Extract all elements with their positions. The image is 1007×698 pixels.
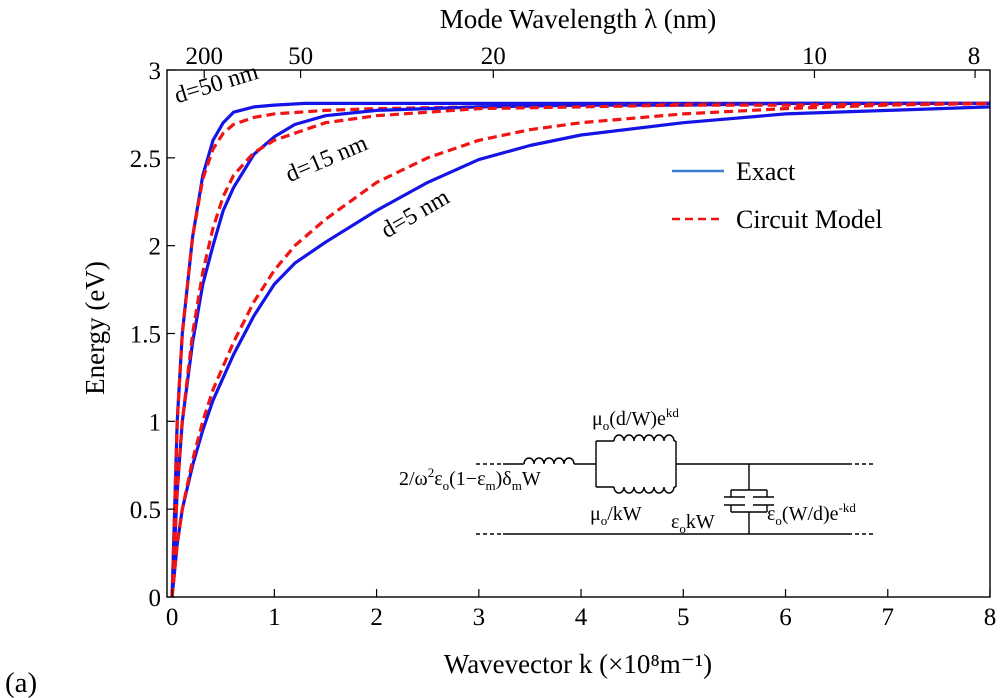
y-axis-label: Energy (eV): [80, 261, 110, 395]
series-line-d-5-nm-dashed: [170, 101, 991, 598]
x-tick-label: 8: [984, 604, 997, 631]
x-tick-label: 0: [166, 604, 179, 631]
y-tick-label: 1.5: [130, 322, 161, 349]
kinetic-label-part: 2: [428, 465, 435, 480]
figure-label: (a): [5, 667, 37, 698]
y-tick-label: 3: [149, 58, 162, 85]
x-tick-label: 1: [268, 604, 281, 631]
curve-layer: [170, 101, 991, 598]
series-line-d-15-nm-dashed: [170, 101, 991, 598]
y-tick-label: 2.5: [130, 146, 161, 173]
x-tick-label: 7: [882, 604, 895, 631]
x-tick-label: 6: [779, 604, 792, 631]
kinetic-label-part: m: [512, 478, 522, 493]
curve-annotation: d=5 nm: [377, 184, 455, 244]
label-kinetic-inductance: 2/ω2εo(1−εm)δmW: [399, 465, 541, 493]
top-tick-label: 50: [288, 43, 313, 70]
x-tick-label: 4: [575, 604, 588, 631]
label-inductor-top: μo(d/W)ekd: [592, 405, 679, 433]
inductor-bottom: [613, 486, 675, 494]
circuit-diagram: [476, 434, 874, 535]
y-tick-label: 0.5: [130, 497, 161, 524]
series-line-d-5-nm-solid: [170, 105, 991, 598]
label-inductor-bottom: μo/kW: [590, 503, 642, 528]
inductor-kinetic: [523, 457, 575, 465]
legend-label-exact: Exact: [736, 157, 796, 186]
plot-frame: [166, 69, 991, 598]
x-axis-label: Wavevector k (×10⁸m⁻¹): [444, 649, 712, 679]
top-tick-label: 20: [481, 43, 506, 70]
legend-label-circuit: Circuit Model: [736, 205, 883, 234]
kinetic-label-part: )δ: [496, 468, 512, 490]
x-tick-label: 2: [370, 604, 383, 631]
kinetic-label-part: ε: [434, 468, 442, 490]
top-tick-label: 200: [185, 43, 223, 70]
inductor-top: [613, 434, 675, 442]
y-tick-label: 1: [149, 409, 162, 436]
curve-annotation: d=15 nm: [282, 130, 372, 188]
kinetic-label-part: (1−ε: [449, 468, 485, 490]
label-capacitor-right: εo(W/d)e-kd: [767, 500, 856, 528]
kinetic-label-part: 2/ω: [399, 468, 428, 490]
label-capacitor-left: εokW: [671, 511, 715, 536]
top-axis-label: Mode Wavelength λ (nm): [440, 4, 717, 34]
y-tick-label: 2: [149, 234, 162, 261]
top-tick-label: 10: [802, 43, 827, 70]
x-tick-label: 3: [473, 604, 486, 631]
series-line-d-50-nm-dashed: [170, 101, 990, 598]
y-tick-label: 0: [149, 585, 162, 612]
kinetic-label-part: o: [443, 478, 450, 493]
top-tick-label: 8: [968, 43, 981, 70]
kinetic-label-part: W: [522, 468, 541, 490]
legend: Exact Circuit Model: [672, 157, 883, 234]
x-tick-label: 5: [677, 604, 690, 631]
tick-layer: 0 1 2 3 4 5 6 7 8 0 0.5 1 1.5 2 2.5 3 200 50 20 10 8: [130, 43, 997, 631]
kinetic-label-part: m: [485, 478, 495, 493]
